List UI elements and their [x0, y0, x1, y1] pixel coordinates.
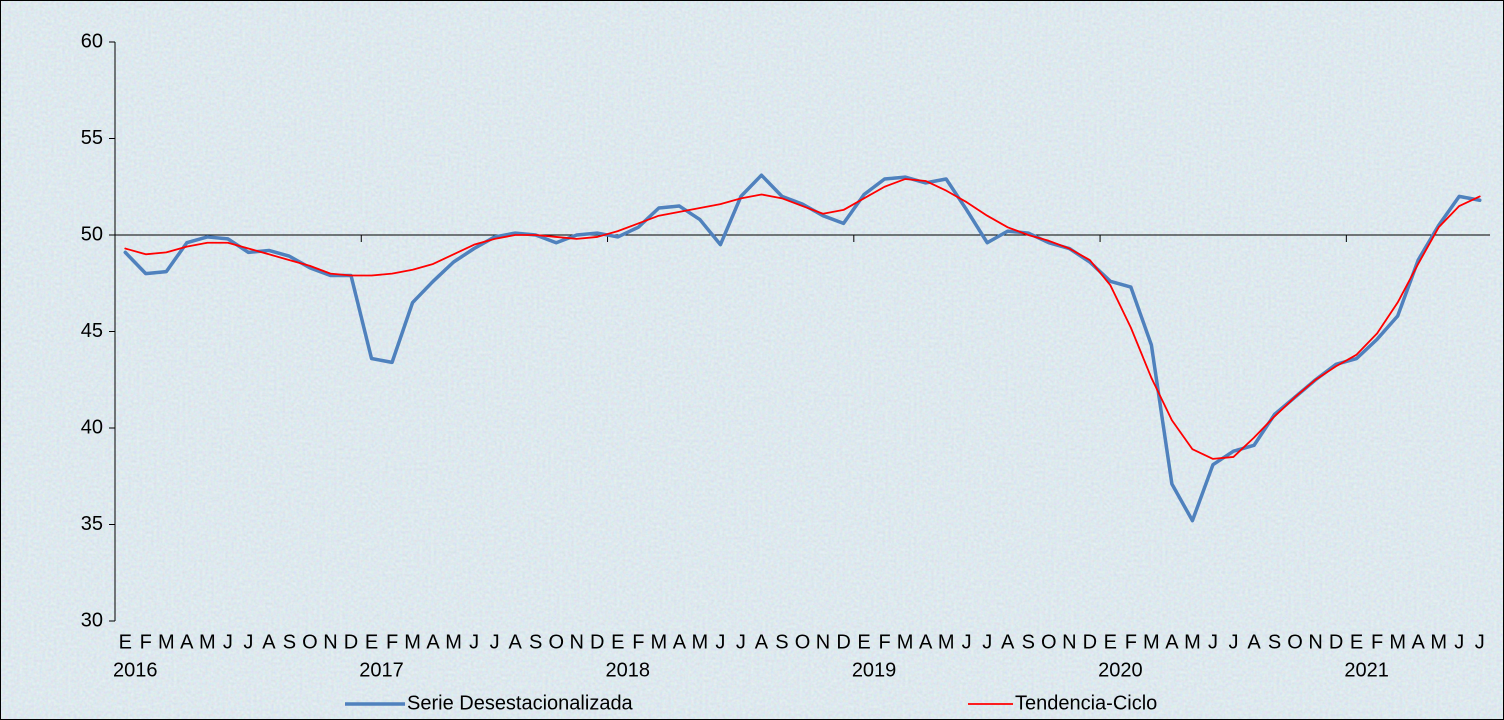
- year-label: 2016: [113, 659, 158, 681]
- x-tick-label: F: [878, 631, 890, 653]
- x-tick-label: O: [548, 631, 564, 653]
- x-tick-label: M: [692, 631, 709, 653]
- x-tick-label: M: [445, 631, 462, 653]
- x-tick-label: O: [302, 631, 318, 653]
- x-tick-label: S: [1022, 631, 1035, 653]
- x-tick-label: A: [1165, 631, 1179, 653]
- legend-label: Tendencia-Ciclo: [1015, 692, 1157, 714]
- y-tick-label: 35: [81, 513, 103, 535]
- y-tick-label: 60: [81, 30, 103, 52]
- x-tick-label: E: [1350, 631, 1363, 653]
- x-tick-label: J: [1228, 631, 1238, 653]
- x-tick-label: E: [857, 631, 870, 653]
- x-tick-label: M: [651, 631, 668, 653]
- x-tick-label: J: [715, 631, 725, 653]
- x-tick-label: E: [365, 631, 378, 653]
- x-tick-label: D: [344, 631, 358, 653]
- y-tick-label: 55: [81, 127, 103, 149]
- x-tick-label: M: [1143, 631, 1160, 653]
- x-tick-label: J: [243, 631, 253, 653]
- x-tick-label: N: [816, 631, 830, 653]
- x-tick-label: O: [1287, 631, 1303, 653]
- x-tick-label: J: [1208, 631, 1218, 653]
- x-tick-label: F: [386, 631, 398, 653]
- x-tick-label: J: [469, 631, 479, 653]
- x-tick-label: M: [404, 631, 421, 653]
- x-tick-label: F: [1125, 631, 1137, 653]
- x-tick-label: M: [158, 631, 175, 653]
- year-label: 2018: [606, 659, 651, 681]
- x-tick-label: J: [982, 631, 992, 653]
- x-tick-label: M: [1430, 631, 1447, 653]
- x-tick-label: A: [426, 631, 440, 653]
- x-tick-label: A: [755, 631, 769, 653]
- x-tick-label: N: [323, 631, 337, 653]
- x-tick-label: F: [1371, 631, 1383, 653]
- x-tick-label: A: [1247, 631, 1261, 653]
- x-tick-label: A: [1411, 631, 1425, 653]
- x-tick-label: D: [1329, 631, 1343, 653]
- legend-label: Serie Desestacionalizada: [407, 692, 634, 714]
- x-tick-label: M: [199, 631, 216, 653]
- x-tick-label: J: [1475, 631, 1485, 653]
- x-tick-label: M: [1389, 631, 1406, 653]
- x-tick-label: E: [611, 631, 624, 653]
- x-tick-label: J: [223, 631, 233, 653]
- y-tick-label: 50: [81, 223, 103, 245]
- series-line: [124, 178, 1481, 460]
- x-tick-label: S: [283, 631, 296, 653]
- x-tick-label: M: [897, 631, 914, 653]
- year-label: 2021: [1344, 659, 1389, 681]
- y-tick-label: 30: [81, 609, 103, 631]
- x-tick-label: S: [1268, 631, 1281, 653]
- year-label: 2017: [359, 659, 404, 681]
- x-tick-label: D: [836, 631, 850, 653]
- x-tick-label: A: [509, 631, 523, 653]
- x-tick-label: S: [775, 631, 788, 653]
- x-tick-label: F: [140, 631, 152, 653]
- x-tick-label: A: [919, 631, 933, 653]
- x-tick-label: E: [1104, 631, 1117, 653]
- x-tick-label: M: [938, 631, 955, 653]
- x-tick-label: S: [529, 631, 542, 653]
- x-tick-label: J: [490, 631, 500, 653]
- x-tick-label: M: [1184, 631, 1201, 653]
- x-tick-label: A: [180, 631, 194, 653]
- x-tick-label: N: [570, 631, 584, 653]
- x-tick-label: N: [1308, 631, 1322, 653]
- x-tick-label: O: [1041, 631, 1057, 653]
- x-tick-label: N: [1062, 631, 1076, 653]
- y-tick-label: 45: [81, 320, 103, 342]
- x-tick-label: F: [632, 631, 644, 653]
- year-label: 2019: [852, 659, 897, 681]
- y-tick-label: 40: [81, 416, 103, 438]
- x-tick-label: J: [736, 631, 746, 653]
- x-tick-label: J: [1454, 631, 1464, 653]
- x-tick-label: D: [1083, 631, 1097, 653]
- x-tick-label: A: [673, 631, 687, 653]
- x-tick-label: E: [119, 631, 132, 653]
- x-tick-label: A: [1001, 631, 1015, 653]
- x-tick-label: J: [962, 631, 972, 653]
- year-label: 2020: [1098, 659, 1143, 681]
- x-tick-label: D: [590, 631, 604, 653]
- x-tick-label: A: [262, 631, 276, 653]
- x-tick-label: O: [795, 631, 811, 653]
